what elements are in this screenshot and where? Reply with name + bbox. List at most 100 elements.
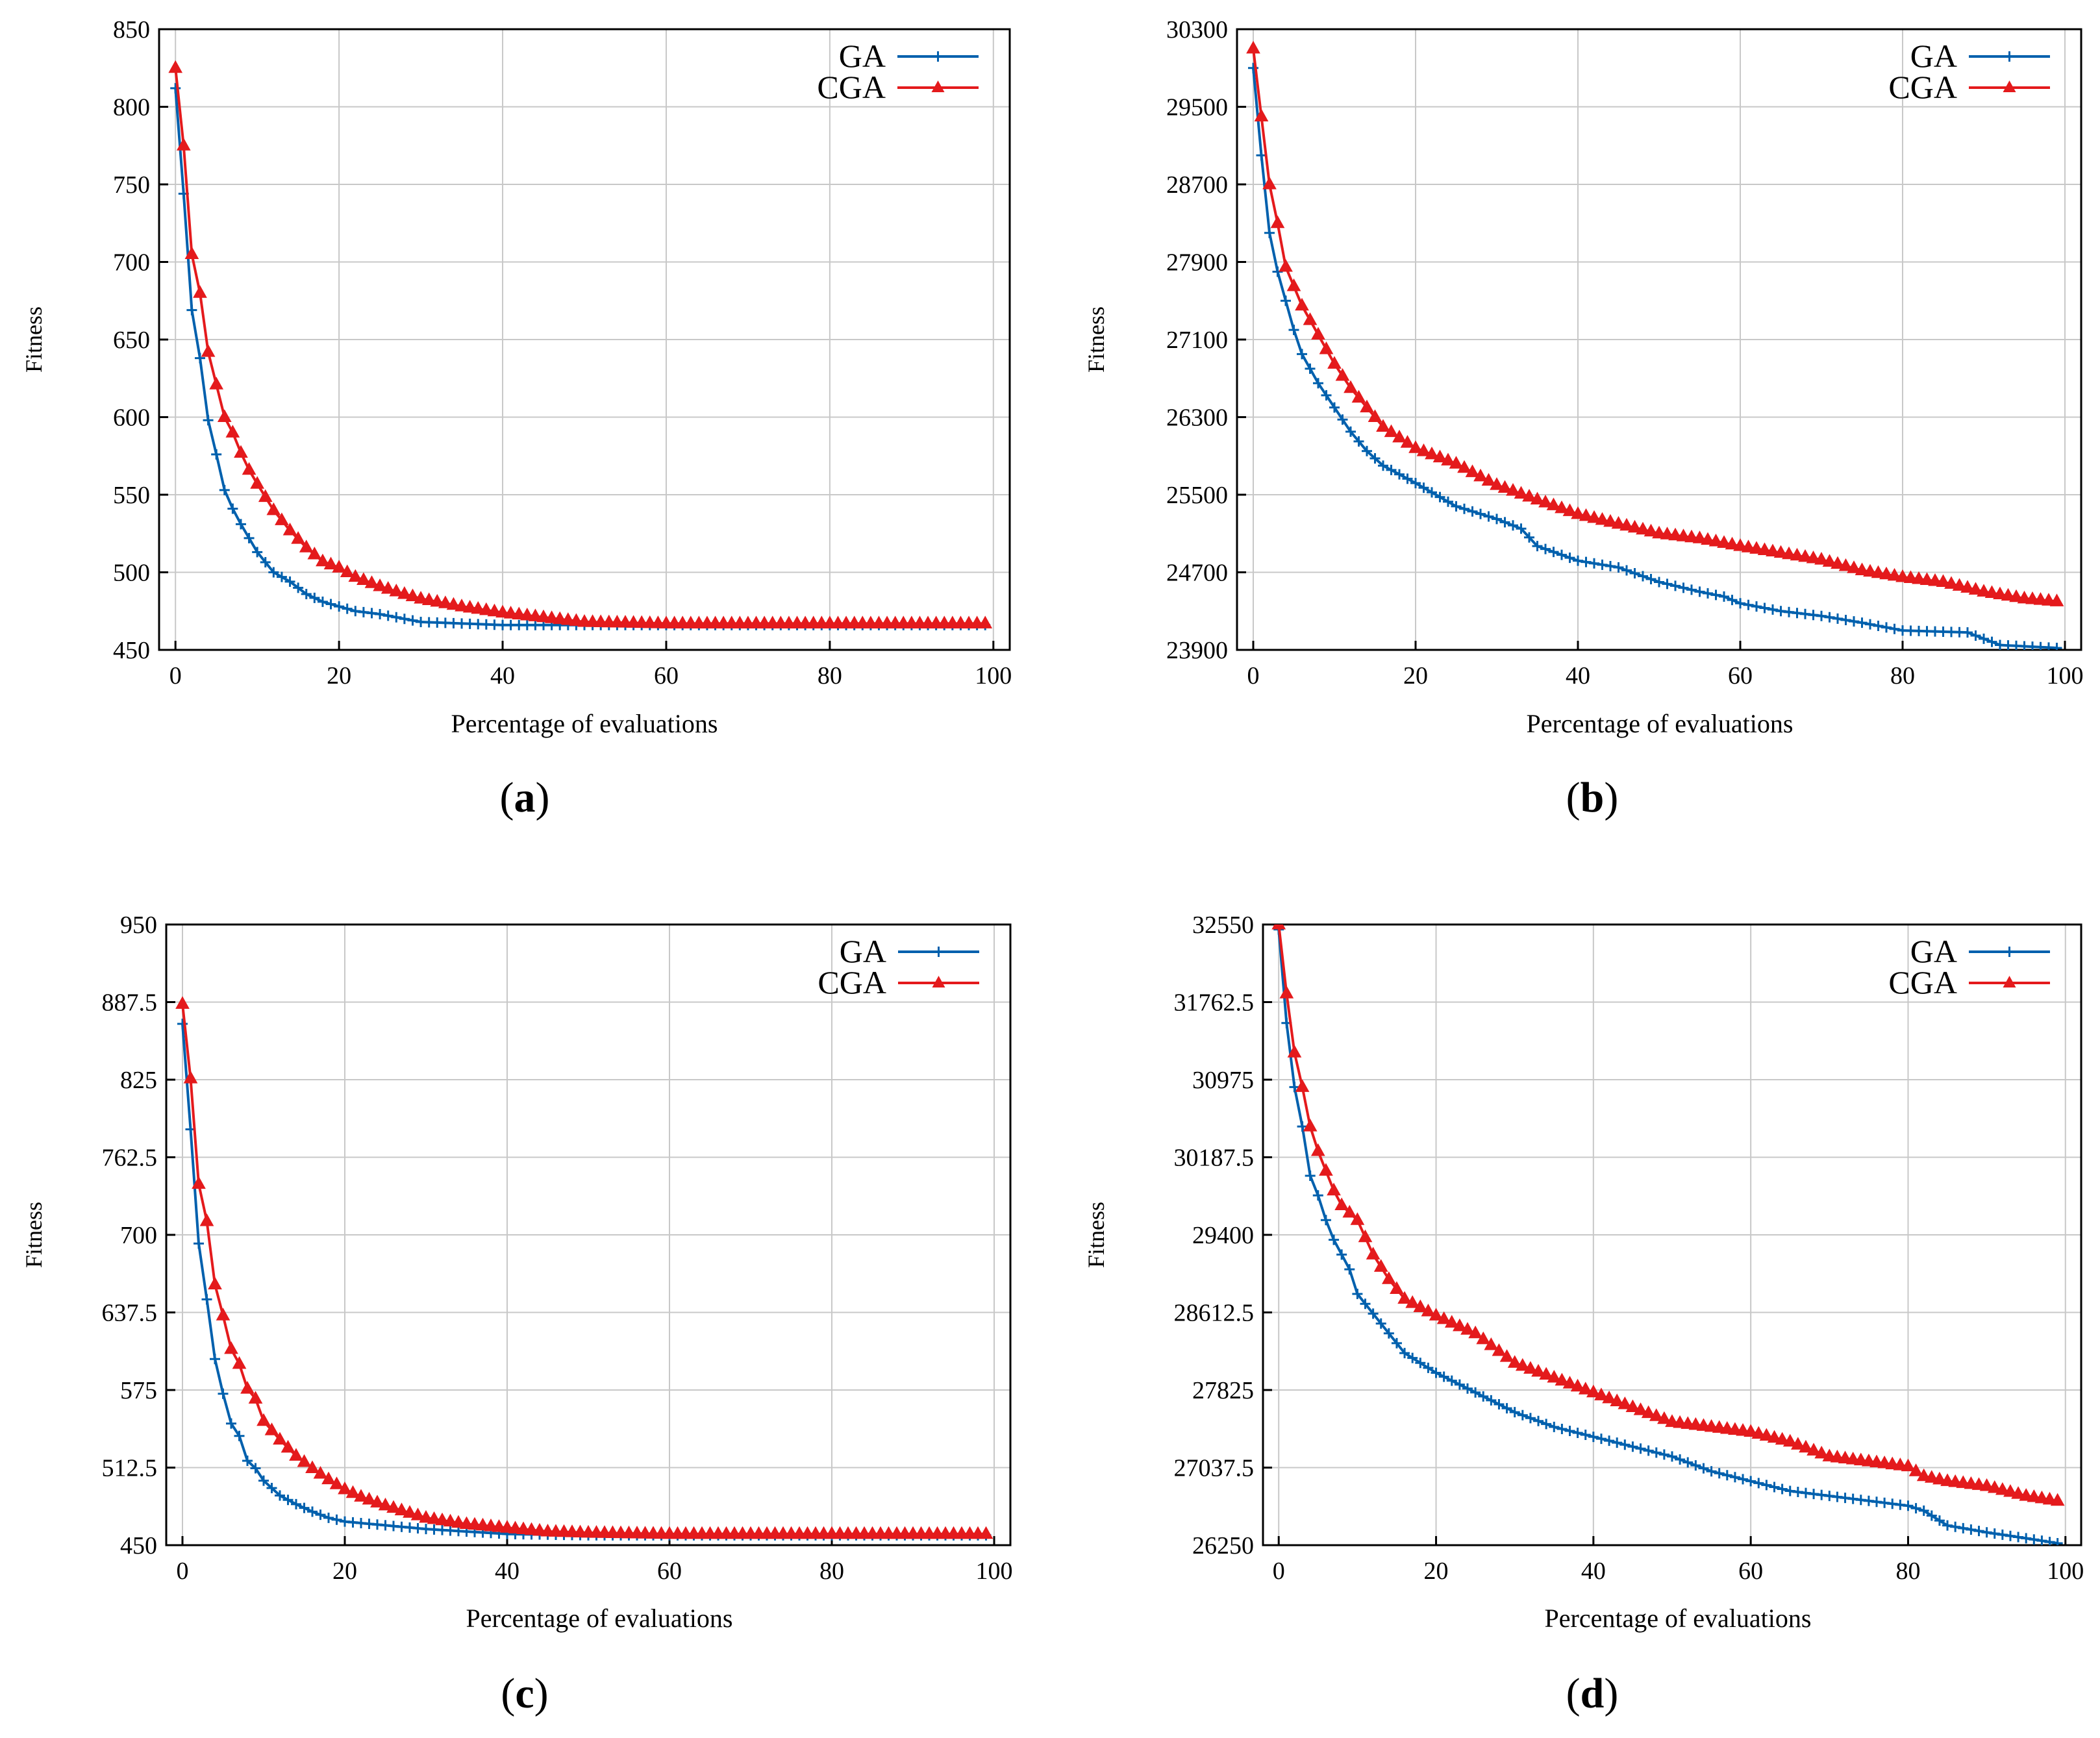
panel-a-ga-point (301, 588, 312, 599)
panel-a-ytick-label: 700 (113, 249, 150, 277)
panel-a-ga-point (375, 609, 386, 620)
panel-b-ga-point (1703, 588, 1713, 599)
panel-d-cga-point (2027, 1489, 2042, 1502)
panel-a-cga-point (250, 476, 265, 489)
panel-b-ga-point (1353, 436, 1364, 447)
panel-a-cga-point (176, 138, 191, 151)
panel-d-ga-point (1446, 1375, 1457, 1386)
panel-d-yticks: 26250 27037.5 27825 28612.5 29400 30187.5 3097… (1174, 912, 1272, 1559)
panel-a-xtick-label: 40 (490, 662, 515, 689)
panel-a-ga-point (235, 519, 246, 530)
panel-c-cga-point (508, 1521, 523, 1533)
panel-d-ga-point (1431, 1367, 1442, 1378)
panel-b-ga-point (1548, 547, 1559, 558)
panel-a-cga-point (430, 593, 445, 607)
panel-b-ga-point (1629, 567, 1640, 578)
panel-a-cga-point (519, 607, 534, 621)
panel-b-cga-point (1432, 449, 1447, 463)
panel-d-cga-point (1782, 1434, 1797, 1447)
panel-a-cga-point (323, 556, 338, 570)
panel-b-ga-point (1418, 482, 1429, 493)
panel-d-ga-point (1926, 1510, 1937, 1521)
panel-d-cga-point (1901, 1458, 1916, 1472)
panel-b-cga-point (1701, 532, 1715, 545)
panel-b-ga-point (1662, 578, 1673, 590)
panel-b-ga-point (1451, 501, 1462, 512)
panel-d-cga-point (1924, 1470, 1939, 1483)
panel-a-xtick-label: 100 (975, 662, 1012, 689)
panel-b-cga-point (1246, 40, 1260, 54)
panel-d-ga-point (2013, 1532, 2024, 1543)
panel-b-cga-point (1952, 578, 1967, 591)
panel-c-cga-point (362, 1491, 377, 1505)
panel-a-cga-point (364, 575, 379, 588)
panel-b-ga-point (1670, 580, 1681, 591)
panel-b-ga-point (1305, 363, 1316, 374)
panel-b-cga-point (1514, 486, 1529, 499)
panel-c-ga-point (250, 1463, 261, 1474)
panel-b-ga-point (1386, 464, 1397, 475)
panel-c-xticks: 0 20 40 60 80 100 (177, 1536, 1013, 1585)
panel-d-grid (1263, 925, 2081, 1545)
panel-c-cga-point (224, 1341, 238, 1354)
panel-d-xtick-label: 20 (1424, 1558, 1449, 1585)
panel-d-cga-point (1744, 1424, 1758, 1437)
panel-d-cga-point (1547, 1370, 1562, 1383)
panel-d-cga-point (1319, 1163, 1333, 1176)
panel-c-xlabel: Percentage of evaluations (466, 1604, 733, 1633)
panel-d-cga-point (1382, 1271, 1396, 1284)
panel-b-series (1246, 40, 2064, 650)
panel-a-ga-point (170, 82, 181, 93)
panel-b-cga-point (1416, 443, 1431, 456)
panel-c-ytick-label: 700 (120, 1222, 157, 1249)
panel-a-ga-point (366, 608, 377, 619)
panel-d-legend-ga-marker (2004, 947, 2015, 957)
panel-a-cga-point (316, 553, 330, 567)
panel-c-cga-point (313, 1466, 328, 1479)
panel-b-ga-point (1475, 508, 1486, 519)
panel-b-cga-point (1351, 390, 1366, 403)
panel-a-ga-point (227, 503, 238, 514)
panel-a-yticks: 450 500 550 600 650 700 750 800 850 (113, 16, 168, 664)
panel-b-cga-point (1457, 460, 1471, 473)
panel-c-cga-point (435, 1512, 449, 1526)
panel-c-ylabel: Fitness (21, 1202, 47, 1268)
panel-c-cga-point (459, 1516, 474, 1529)
panel-a-cga-point (356, 572, 371, 585)
panel-b-ga-point (1264, 227, 1275, 238)
panel-b-cga-point (1871, 565, 1886, 578)
panel-d-legend-cga-label: CGA (1888, 964, 1957, 1000)
panel-b-cga-point (1863, 564, 1877, 577)
panel-d-ga-point (1423, 1362, 1434, 1373)
panel-a-cga-point (340, 564, 355, 577)
panel-d-cga-point (1460, 1322, 1475, 1335)
panel-b-ga-point (1394, 469, 1405, 480)
panel-c-cga-point (305, 1460, 319, 1473)
panel-d-ga-point (1847, 1493, 1858, 1504)
panel-b-cga-point (2025, 591, 2040, 604)
panel-b-cga-point (1335, 367, 1350, 381)
panel-c-legend-ga-label: GA (840, 933, 886, 969)
panel-c-xtick-label: 80 (819, 1558, 844, 1585)
panel-c-cga-point (199, 1213, 214, 1226)
panel-b-cga-point (1847, 560, 1861, 573)
panel-c-ga-point (323, 1512, 334, 1523)
panel-a-ga-point (260, 556, 271, 567)
panel-d-cga-point (1358, 1229, 1373, 1243)
panel-c-ytick-label: 887.5 (102, 989, 158, 1017)
panel-a-cga-point (455, 599, 469, 612)
panel-b-ga-point (1686, 584, 1697, 595)
panel-a-ga-point (342, 603, 353, 614)
panel-d-cga-point (1279, 986, 1294, 999)
panel-d-cga-point (1366, 1247, 1381, 1260)
panel-a-cga-point (266, 502, 281, 515)
panel-c-cga-point (232, 1356, 247, 1369)
panel-a-ga-point (325, 599, 336, 610)
panel-b-xtick-label: 80 (1890, 662, 1915, 689)
panel-c-ga-point (307, 1506, 318, 1517)
panel-d-ga-point (1588, 1432, 1599, 1443)
panel-b-ga-point (1337, 414, 1348, 425)
panel-d-cga-point (1767, 1430, 1782, 1443)
panel-b-cga-point (1262, 176, 1277, 190)
panel-c-cga-point (321, 1471, 336, 1485)
